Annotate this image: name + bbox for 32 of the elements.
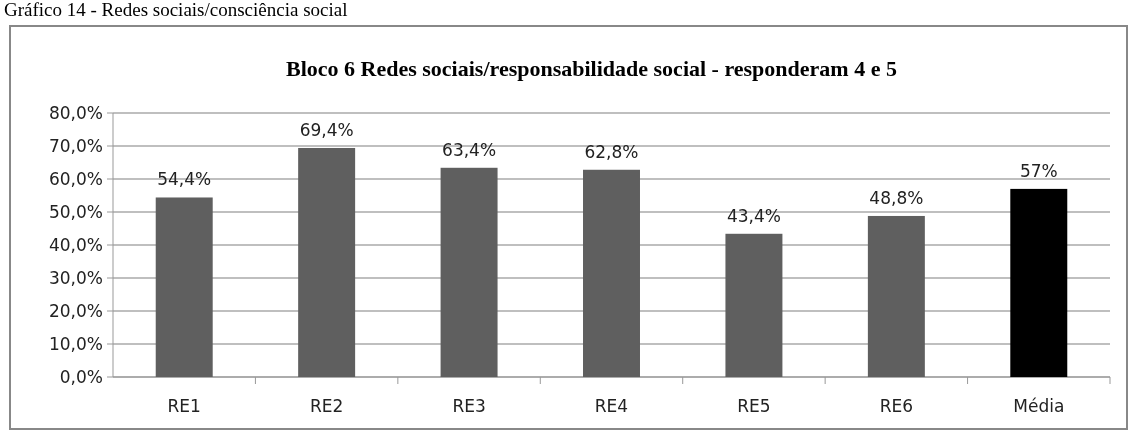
y-tick-label: 40,0%	[48, 234, 103, 255]
x-tick-label: RE2	[309, 396, 344, 416]
data-label: 69,4%	[299, 119, 354, 140]
y-tick-label: 0,0%	[59, 366, 103, 387]
data-label: 54,4%	[157, 169, 212, 190]
y-tick-label: 30,0%	[48, 267, 103, 288]
bar	[583, 169, 640, 377]
text: Gráfico 14 - Redes sociais/consciência social	[4, 0, 348, 20]
y-tick-label: 60,0%	[48, 168, 103, 189]
bar	[298, 147, 356, 377]
data-label: 43,4%	[726, 205, 781, 226]
bar	[155, 197, 213, 377]
bar	[440, 167, 498, 377]
x-tick-label: RE1	[167, 396, 201, 416]
y-tick-label: 50,0%	[48, 201, 103, 222]
data-label: 63,4%	[442, 139, 497, 160]
data-label: 48,8%	[869, 187, 924, 208]
bar	[867, 215, 925, 377]
x-tick-label: RE3	[452, 396, 486, 416]
data-label: 62,8%	[584, 141, 639, 162]
x-tick-label: Média	[1013, 396, 1065, 416]
y-tick-label: 70,0%	[48, 135, 103, 156]
y-tick-label: 10,0%	[48, 333, 103, 354]
y-tick-label: 20,0%	[48, 300, 103, 321]
chart-title: Bloco 6 Redes sociais/responsabilidade social - responderam 4 e 5	[286, 56, 897, 81]
x-tick-label: RE5	[737, 396, 771, 416]
x-tick-label: RE4	[594, 396, 629, 416]
data-label: 57%	[1019, 160, 1058, 181]
x-tick-label: RE6	[879, 396, 914, 416]
y-tick-label: 80,0%	[48, 102, 103, 123]
bar	[725, 233, 783, 377]
bar	[1010, 188, 1068, 377]
